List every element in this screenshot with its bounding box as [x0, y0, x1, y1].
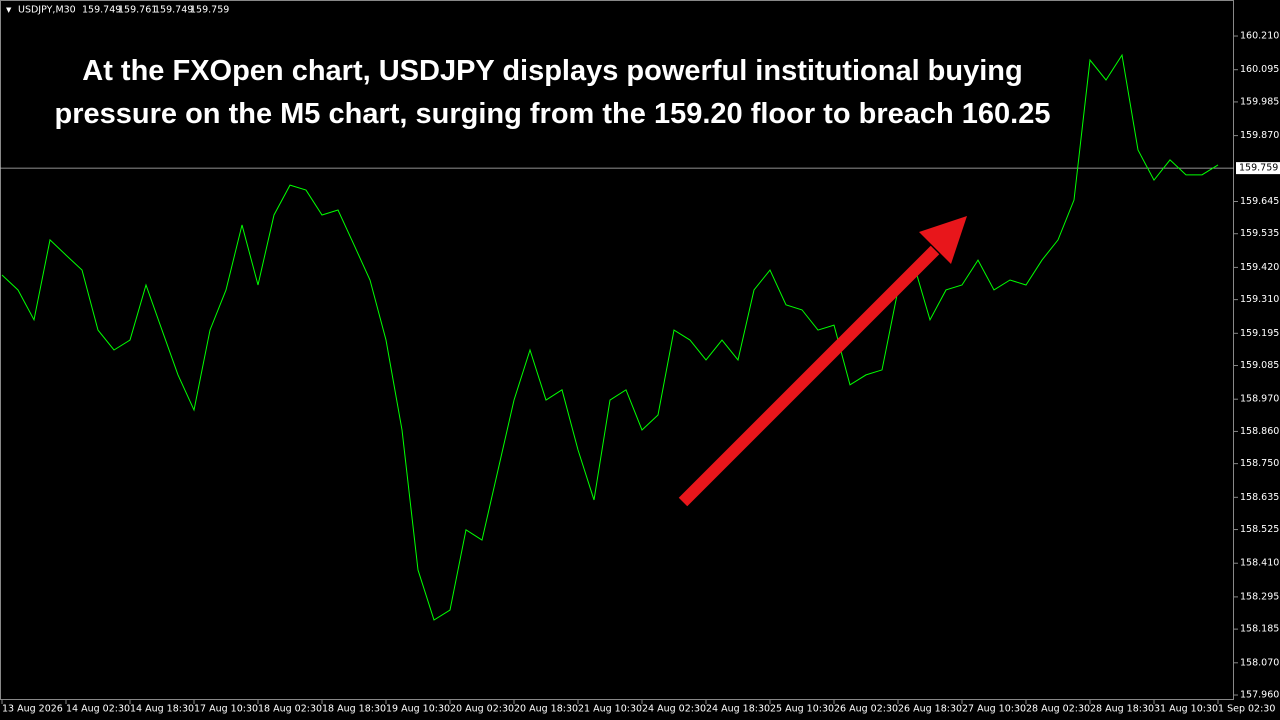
- current-price-label: 159.759: [1239, 163, 1278, 174]
- y-tick-label: 158.970: [1240, 394, 1279, 405]
- y-tick-label: 158.185: [1240, 624, 1279, 635]
- ohlc-value: 159.761: [118, 5, 157, 16]
- arrow: [678, 216, 967, 507]
- y-tick-label: 158.525: [1240, 524, 1279, 535]
- x-tick-label: 21 Aug 10:30: [578, 704, 642, 715]
- y-tick-label: 158.635: [1240, 492, 1279, 503]
- y-tick-label: 160.210: [1240, 31, 1279, 42]
- arrow-head: [919, 216, 967, 264]
- x-tick-label: 18 Aug 02:30: [258, 704, 322, 715]
- y-tick-label: 159.985: [1240, 96, 1279, 107]
- x-tick-label: 31 Aug 10:30: [1154, 704, 1218, 715]
- x-tick-label: 14 Aug 02:30: [66, 704, 130, 715]
- ohlc-value: 159.749: [82, 5, 121, 16]
- annotation: At the FXOpen chart, USDJPY displays pow…: [54, 55, 1051, 130]
- current-price-box: [1236, 162, 1280, 175]
- x-tick-label: 27 Aug 10:30: [962, 704, 1026, 715]
- y-tick-label: 158.750: [1240, 458, 1279, 469]
- x-tick-label: 20 Aug 18:30: [514, 704, 578, 715]
- y-tick-label: 158.860: [1240, 426, 1279, 437]
- ohlc-value: 159.759: [190, 5, 229, 16]
- x-tick-label: 28 Aug 02:30: [1026, 704, 1090, 715]
- ohlc-value: 159.749: [154, 5, 193, 16]
- x-tick-label: 24 Aug 18:30: [706, 704, 770, 715]
- x-tick-label: 25 Aug 10:30: [770, 704, 834, 715]
- dropdown-icon: ▼: [6, 6, 12, 14]
- y-tick-label: 158.410: [1240, 558, 1279, 569]
- y-tick-label: 159.420: [1240, 262, 1279, 273]
- y-tick-label: 159.195: [1240, 328, 1279, 339]
- y-tick-label: 160.095: [1240, 64, 1279, 75]
- x-tick-label: 26 Aug 18:30: [898, 704, 962, 715]
- x-tick-label: 26 Aug 02:30: [834, 704, 898, 715]
- x-tick-label: 13 Aug 2026: [2, 704, 63, 715]
- arrow-shaft: [678, 245, 940, 507]
- x-tick-label: 19 Aug 10:30: [386, 704, 450, 715]
- y-tick-label: 158.070: [1240, 657, 1279, 668]
- x-tick-label: 20 Aug 02:30: [450, 704, 514, 715]
- x-tick-label: 24 Aug 02:30: [642, 704, 706, 715]
- y-tick-label: 159.310: [1240, 294, 1279, 305]
- price-line: [1, 53, 1219, 621]
- y-tick-label: 159.870: [1240, 130, 1279, 141]
- y-tick-label: 159.085: [1240, 360, 1279, 371]
- y-tick-label: 159.645: [1240, 196, 1279, 207]
- x-tick-label: 17 Aug 10:30: [194, 704, 258, 715]
- x-tick-label: 28 Aug 18:30: [1090, 704, 1154, 715]
- x-tick-label: 14 Aug 18:30: [130, 704, 194, 715]
- y-tick-label: 159.535: [1240, 228, 1279, 239]
- y-tick-label: 158.295: [1240, 591, 1279, 602]
- symbol: USDJPY,M30: [18, 5, 76, 16]
- x-tick-label: 18 Aug 18:30: [322, 704, 386, 715]
- x-tick-label: 1 Sep 02:30: [1218, 704, 1275, 715]
- y-tick-label: 157.960: [1240, 690, 1279, 701]
- plot-frame: [0, 0, 1234, 700]
